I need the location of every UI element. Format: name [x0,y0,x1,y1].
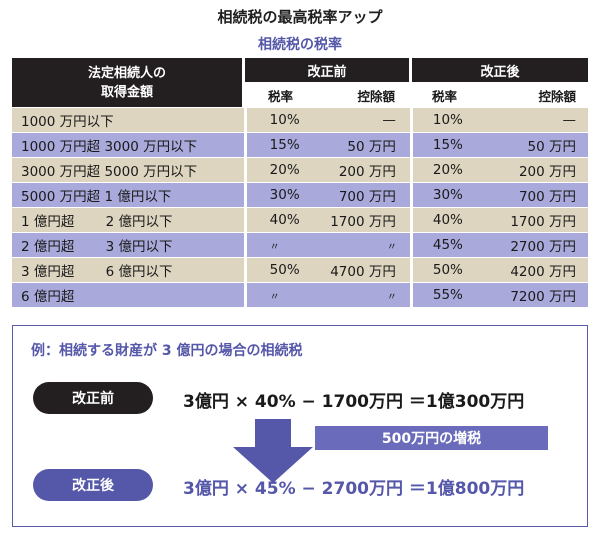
down-arrow-icon [233,419,313,483]
bracket-cell: 6 億円超 [21,289,75,305]
before-rate-cell: 20% [269,162,300,178]
before-deduction-cell: 4700 万円 [330,264,396,280]
bracket-cell: 1 億円超 2 億円以下 [21,214,173,230]
after-rate-cell: 55% [432,287,463,303]
before-deduction-cell: 〃 [386,241,397,253]
before-deduction-cell: 700 万円 [338,189,396,205]
after-deduction-cell: 700 万円 [518,189,576,205]
table-row: 3000 万円超 5000 万円以下 20% 200 万円 20% 200 万円 [12,158,588,182]
table-subtitle: 相続税の税率 [258,37,342,53]
before-rate-cell: 10% [269,112,300,128]
after-deduction-cell: — [562,112,577,128]
table-header: 法定相続人の 取得金額 改正前 税率 控除額 改正後 税率 控除額 [12,58,589,107]
after-rate-cell: 20% [432,162,463,178]
header-before-group: 改正前 税率 控除額 [245,58,410,107]
before-deduction-cell: 50 万円 [347,139,396,155]
table-row: 6 億円超 〃 〃 55% 7200 万円 [12,283,588,307]
table-row: 1 億円超 2 億円以下 40% 1700 万円 40% 1700 万円 [12,208,588,232]
header-after-group: 改正後 税率 控除額 [412,58,589,107]
after-deduction-cell: 1700 万円 [510,214,576,230]
before-rate-cell: 15% [269,137,300,153]
after-deduction-cell: 2700 万円 [510,239,576,255]
header-before-deduction: 控除額 [327,83,410,107]
header-bracket: 法定相続人の 取得金額 [12,58,243,107]
after-deduction-cell: 200 万円 [518,164,576,180]
table-row: 3 億円超 6 億円以下 50% 4700 万円 50% 4200 万円 [12,258,588,282]
bracket-cell: 1000 万円以下 [21,114,114,130]
before-rate-cell: 40% [269,212,300,228]
bracket-cell: 5000 万円超 1 億円以下 [21,189,172,205]
before-deduction-cell: 200 万円 [338,164,396,180]
after-deduction-cell: 4200 万円 [510,264,576,280]
header-after-rate: 税率 [412,83,495,107]
after-rate-cell: 30% [432,187,463,203]
table-row: 1000 万円以下 10% — 10% — [12,108,588,132]
table-row: 2 億円超 3 億円以下 〃 〃 45% 2700 万円 [12,233,588,257]
increase-banner: 500万円の増税 [315,426,548,450]
table-row: 5000 万円超 1 億円以下 30% 700 万円 30% 700 万円 [12,183,588,207]
bracket-cell: 3000 万円超 5000 万円以下 [21,164,198,180]
after-rate-cell: 45% [432,237,463,253]
before-rate-cell: 〃 [269,241,280,253]
header-bracket-line1: 法定相続人の [88,65,167,81]
before-rate-cell: 50% [269,262,300,278]
example-box: 例：相続する財産が 3 億円の場合の相続税 改正前 3億円 × 40% − 17… [12,325,588,527]
before-rate-cell: 〃 [269,291,280,303]
example-title: 例：相続する財産が 3 億円の場合の相続税 [31,343,303,359]
after-rate-cell: 40% [432,212,463,228]
before-badge: 改正前 [33,382,153,414]
table-row: 1000 万円超 3000 万円以下 15% 50 万円 15% 50 万円 [12,133,588,157]
after-deduction-cell: 7200 万円 [510,289,576,305]
header-before-rate: 税率 [245,83,328,107]
bracket-cell: 2 億円超 3 億円以下 [21,239,173,255]
after-badge: 改正後 [33,469,153,501]
page-title: 相続税の最高税率アップ [217,8,383,26]
after-rate-cell: 50% [432,262,463,278]
header-bracket-line2: 取得金額 [101,84,154,100]
after-rate-cell: 10% [432,112,463,128]
after-deduction-cell: 50 万円 [527,139,576,155]
before-formula: 3億円 × 40% − 1700万円 ＝1億300万円 [183,392,525,412]
before-rate-cell: 30% [269,187,300,203]
before-deduction-cell: — [382,112,396,128]
bracket-cell: 3 億円超 6 億円以下 [21,264,173,280]
after-formula: 3億円 × 45% − 2700万円 ＝1億800万円 [183,479,525,499]
before-deduction-cell: 1700 万円 [330,214,396,230]
header-after-label: 改正後 [412,58,589,82]
after-rate-cell: 15% [432,137,463,153]
before-deduction-cell: 〃 [386,291,397,303]
header-before-label: 改正前 [245,58,410,82]
tax-rate-table: 法定相続人の 取得金額 改正前 税率 控除額 改正後 税率 控除額 1000 万… [12,58,589,308]
bracket-cell: 1000 万円超 3000 万円以下 [21,139,198,155]
header-after-deduction: 控除額 [494,83,589,107]
